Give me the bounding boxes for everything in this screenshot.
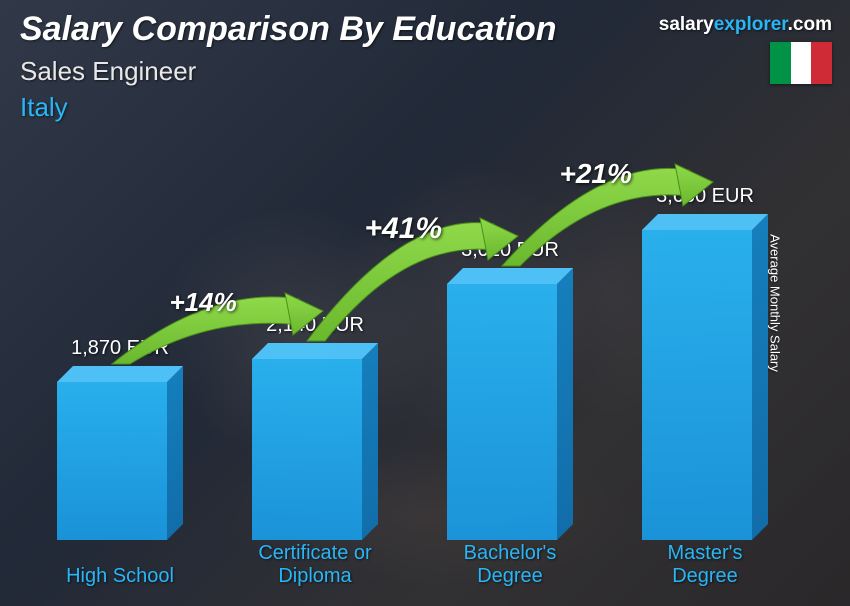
pct-increase-label: +41% [365,212,443,246]
bar-side [167,366,183,540]
brand-label: salaryexplorer.com [659,14,832,36]
bar-3d [447,284,573,540]
bar-value-label: 1,870 EUR [40,337,200,360]
chart-title: Salary Comparison By Education [20,10,557,49]
bar-front [447,284,557,540]
bar-side [362,343,378,540]
bar-chart: 1,870 EURHigh School2,140 EURCertificate… [30,130,800,588]
bar-top [57,366,183,382]
bar-3d [252,359,378,540]
italy-flag-icon [770,42,832,84]
infographic-content: Salary Comparison By Education Sales Eng… [0,0,850,606]
bar-category-label: Certificate orDiploma [220,542,410,588]
bar-side [557,268,573,540]
chart-subtitle-country: Italy [20,92,68,123]
brand-part3: .com [788,14,832,35]
bar-category-label: High School [25,565,215,588]
bar-category-label: Bachelor'sDegree [415,542,605,588]
bar-value-label: 3,020 EUR [430,239,590,262]
bar-value-label: 2,140 EUR [235,314,395,337]
bar-top [642,214,768,230]
bar-value-label: 3,660 EUR [625,185,785,208]
bar-3d [57,382,183,540]
bar-front [57,382,167,540]
bar-front [642,230,752,540]
bar-top [252,343,378,359]
bar-3d [642,230,768,540]
brand-part2: explorer [714,14,788,35]
chart-subtitle-role: Sales Engineer [20,56,196,87]
bar-front [252,359,362,540]
brand-part1: salary [659,14,714,35]
pct-increase-label: +21% [560,158,632,190]
pct-increase-label: +14% [170,287,237,318]
bar-category-label: Master'sDegree [610,542,800,588]
bar-side [752,214,768,540]
bar-top [447,268,573,284]
